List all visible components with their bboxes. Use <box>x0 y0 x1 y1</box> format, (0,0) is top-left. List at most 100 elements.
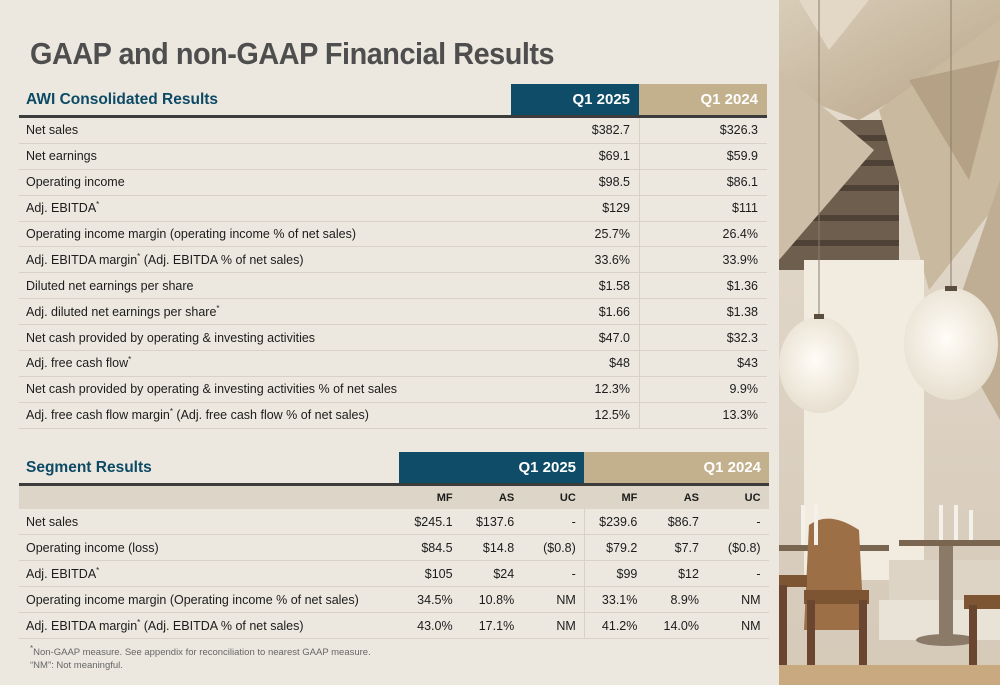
value-q1-2025: $382.7 <box>591 123 630 138</box>
value-q1-2024: $32.3 <box>639 325 767 351</box>
segment-value: $7.7 <box>674 540 699 555</box>
segment-value: 41.2% <box>583 613 646 638</box>
row-label: Operating income (loss) <box>26 540 159 555</box>
table-row: Net sales $382.7 $326.3 <box>19 118 767 144</box>
subcol-header: AS <box>683 491 699 504</box>
segment-value: 10.8% <box>478 592 515 607</box>
table-row: Adj. diluted net earnings per share* $1.6… <box>19 299 767 326</box>
value-q1-2025: $129 <box>602 201 630 216</box>
subcol-header: MF <box>621 491 638 504</box>
segment-value: NM <box>741 592 761 607</box>
segment-value: 34.5% <box>417 592 453 607</box>
segment-header: Segment Results Q1 2025 Q1 2024 <box>19 452 769 486</box>
row-label: Net earnings <box>26 149 97 164</box>
row-label: Adj. free cash flow* <box>26 355 132 371</box>
value-q1-2025: $69.1 <box>598 149 630 164</box>
segment-section-label: Segment Results <box>26 458 152 476</box>
row-label: Net cash provided by operating & investi… <box>26 330 316 345</box>
table-row: Net cash provided by operating & investi… <box>19 325 767 352</box>
col-header-q1-2025: Q1 2025 <box>399 452 584 483</box>
value-q1-2025: $47.0 <box>598 330 630 345</box>
row-label: Operating income margin (Operating incom… <box>26 592 359 607</box>
row-label: Operating income <box>26 175 125 190</box>
footnote-non-gaap: *Non-GAAP measure. See appendix for reco… <box>30 643 371 658</box>
footnotes: *Non-GAAP measure. See appendix for reco… <box>30 643 371 672</box>
segment-results-table: Segment Results Q1 2025 Q1 2024 MF AS UC… <box>19 452 769 639</box>
segment-value: - <box>571 566 576 581</box>
row-label: Adj. EBITDA margin* (Adj. EBITDA % of ne… <box>26 251 304 267</box>
segment-value: $12 <box>678 566 699 581</box>
segment-value: NM <box>556 592 576 607</box>
table-row: Adj. EBITDA* $129 $111 <box>19 195 767 222</box>
value-q1-2024: $326.3 <box>639 118 767 143</box>
col-header-q1-2024: Q1 2024 <box>584 452 769 483</box>
segment-value: $84.5 <box>421 540 453 555</box>
segment-value: NM <box>556 618 576 633</box>
table-row: Diluted net earnings per share $1.58 $1.36 <box>19 273 767 300</box>
segment-value: ($0.8) <box>543 540 576 555</box>
value-q1-2024: 9.9% <box>639 376 767 402</box>
value-q1-2025: $1.66 <box>598 304 630 319</box>
col-header-q1-2025: Q1 2025 <box>511 84 639 115</box>
segment-value: - <box>571 514 576 529</box>
value-q1-2024: $111 <box>639 195 767 221</box>
table-row: Adj. EBITDA* $105 $24- $99 $12- <box>19 561 769 587</box>
row-label: Adj. EBITDA* <box>26 199 100 216</box>
row-label: Net cash provided by operating & investi… <box>26 382 398 397</box>
segment-value: $79.2 <box>583 535 646 560</box>
value-q1-2025: 12.3% <box>594 382 630 397</box>
segment-value: $245.1 <box>414 514 453 529</box>
table-row: Adj. EBITDA margin* (Adj. EBITDA % of ne… <box>19 247 767 274</box>
value-q1-2025: 12.5% <box>594 408 630 423</box>
consolidated-results-table: AWI Consolidated Results Q1 2025 Q1 2024… <box>19 84 767 429</box>
segment-value: 8.9% <box>670 592 699 607</box>
page-title: GAAP and non-GAAP Financial Results <box>30 36 555 71</box>
value-q1-2024: $1.36 <box>639 273 767 299</box>
segment-value: $14.8 <box>482 540 515 555</box>
segment-value: $99 <box>583 561 646 586</box>
row-label: Adj. EBITDA margin* (Adj. EBITDA % of ne… <box>26 617 304 633</box>
segment-value: $24 <box>493 566 515 581</box>
table-row: Adj. free cash flow* $48 $43 <box>19 351 767 377</box>
value-q1-2025: $1.58 <box>598 278 630 293</box>
subcol-header: AS <box>498 491 515 504</box>
table-row: Operating income (loss) $84.5 $14.8 ($0.8) $… <box>19 535 769 561</box>
restaurant-interior-photo <box>779 0 1000 685</box>
table-row: Operating income margin (Operating incom… <box>19 587 769 613</box>
consolidated-section-label: AWI Consolidated Results <box>26 90 219 108</box>
table-row: Adj. free cash flow margin* (Adj. free c… <box>19 402 767 429</box>
segment-value: $239.6 <box>583 509 646 534</box>
value-q1-2024: 13.3% <box>639 402 767 428</box>
segment-value: 33.1% <box>583 587 646 612</box>
segment-value: 17.1% <box>478 618 515 633</box>
segment-value: - <box>756 566 761 581</box>
value-q1-2024: $43 <box>639 351 767 376</box>
row-label: Net sales <box>26 514 79 529</box>
row-label: Operating income margin (operating incom… <box>26 227 357 241</box>
segment-value: NM <box>741 618 761 633</box>
col-header-q1-2024: Q1 2024 <box>639 84 767 115</box>
segment-value: ($0.8) <box>727 540 761 555</box>
subcol-header: UC <box>744 491 761 504</box>
footnote-nm: “NM”: Not meaningful. <box>30 660 123 671</box>
table-row: Net cash provided by operating & investi… <box>19 376 767 403</box>
row-label: Net sales <box>26 123 79 138</box>
value-q1-2024: $1.38 <box>639 299 767 325</box>
segment-value: 43.0% <box>417 618 453 633</box>
segment-value: 14.0% <box>663 618 699 633</box>
row-label: Adj. free cash flow margin* (Adj. free c… <box>26 407 369 423</box>
value-q1-2025: 25.7% <box>594 227 630 241</box>
value-q1-2024: $59.9 <box>639 143 767 169</box>
value-q1-2024: 33.9% <box>639 247 767 273</box>
segment-subheader: MF AS UC MF AS UC <box>19 486 769 509</box>
subcol-header: MF <box>436 491 453 504</box>
subcol-header: UC <box>559 491 576 504</box>
table-row: Operating income $98.5 $86.1 <box>19 169 767 196</box>
segment-value: $86.7 <box>667 514 699 529</box>
row-label: Diluted net earnings per share <box>26 278 194 293</box>
value-q1-2025: $48 <box>609 356 630 371</box>
value-q1-2025: 33.6% <box>594 252 630 267</box>
table-row: Operating income margin (operating incom… <box>19 221 767 248</box>
value-q1-2024: 26.4% <box>639 221 767 247</box>
row-label: Adj. diluted net earnings per share* <box>26 303 220 319</box>
